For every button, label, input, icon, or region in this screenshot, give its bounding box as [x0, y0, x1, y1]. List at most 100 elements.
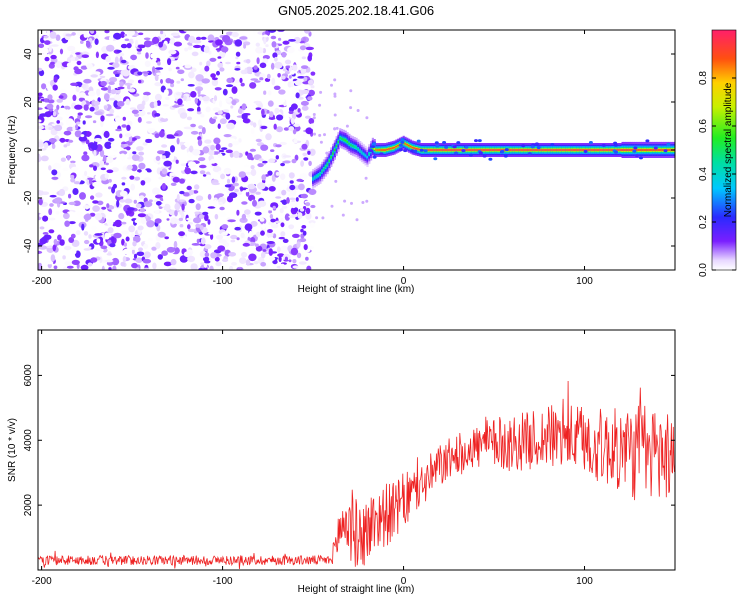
spectrogram-signal-cell	[373, 147, 376, 150]
spectrogram-noise-cell	[38, 189, 44, 196]
spectrogram-noise-cell	[200, 113, 205, 118]
spectrogram-noise-cell	[231, 86, 238, 94]
spectrogram-noise-cell	[301, 65, 309, 69]
spectrogram-signal-cell	[413, 147, 416, 149]
spectrogram-signal-cell	[434, 141, 439, 145]
spectrogram-noise-cell	[154, 210, 160, 214]
spectrogram-signal-cell	[599, 149, 602, 151]
spectrogram-noise-cell	[88, 234, 92, 239]
spectrogram-noise-cell	[293, 123, 300, 128]
spectrogram-noise-cell	[308, 220, 316, 224]
spectrogram-noise-cell	[288, 126, 295, 132]
spectrogram-noise-cell	[296, 132, 301, 139]
spectrogram-noise-cell	[299, 45, 307, 51]
spectrogram-noise-cell	[220, 173, 226, 180]
spectrogram-noise-cell	[123, 86, 127, 91]
spectrogram-noise-cell	[195, 203, 201, 211]
spectrogram-noise-cell	[162, 114, 168, 119]
spectrogram-noise-cell	[204, 65, 210, 72]
spectrogram-noise-cell	[219, 206, 225, 211]
spectrogram-noise-cell	[82, 205, 91, 209]
spectrogram-signal-cell	[494, 149, 497, 151]
spectrogram-noise-cell	[104, 259, 114, 263]
spectrogram-noise-cell	[70, 174, 75, 179]
spectrogram-signal-cell	[449, 149, 452, 151]
spectrogram-noise-cell	[152, 66, 156, 74]
spectrogram-noise-cell	[132, 151, 137, 155]
spectrogram-noise-cell	[293, 138, 298, 144]
spectrogram-signal-cell	[648, 149, 651, 151]
spectrogram-noise-cell	[137, 116, 142, 123]
spectrogram-noise-cell	[122, 116, 127, 121]
spectrogram-noise-cell	[136, 146, 144, 151]
spectrogram-noise-cell	[138, 162, 146, 170]
spectrogram-noise-cell	[190, 170, 198, 175]
spectrogram-noise-cell	[110, 89, 117, 95]
spectrogram-noise-cell	[264, 264, 269, 270]
spectrogram-noise-cell	[281, 205, 288, 209]
spectrogram-noise-cell	[56, 98, 63, 103]
spectrogram-noise-cell	[290, 117, 295, 125]
spectrogram-signal-cell	[388, 148, 391, 150]
spectrogram-noise-cell	[275, 144, 282, 148]
spectrogram-noise-cell	[321, 216, 325, 220]
spectrogram-noise-cell	[120, 230, 129, 235]
spectrogram-noise-cell	[300, 100, 309, 106]
spectrogram-noise-cell	[138, 122, 143, 127]
spectrogram-signal-cell	[516, 149, 519, 151]
spectrogram-noise-cell	[38, 250, 43, 254]
spectrogram-noise-cell	[280, 75, 286, 80]
spectrogram-noise-cell	[299, 238, 307, 243]
spectrogram-noise-cell	[222, 242, 230, 248]
spectrogram-noise-cell	[115, 73, 120, 77]
spectrogram-noise-cell	[80, 40, 84, 44]
spectrogram-signal-cell	[536, 149, 539, 151]
spectrogram-noise-cell	[204, 252, 210, 258]
spectrogram-noise-cell	[159, 130, 165, 138]
spectrogram-noise-cell	[158, 176, 164, 180]
spectrogram-noise-cell	[312, 116, 316, 120]
snr-xtick-label: 100	[576, 576, 593, 587]
spectrogram-signal-cell	[447, 149, 450, 151]
snr-axes: -200 -100 0 100 2000 4000 6000	[23, 330, 675, 587]
spectrogram-noise-cell	[99, 248, 104, 252]
spectrogram-noise-cell	[38, 43, 45, 49]
spectrogram-signal-cell	[500, 149, 503, 151]
spectrogram-noise-cell	[225, 235, 230, 242]
spectrogram-noise-cell	[63, 212, 70, 220]
spectrogram-noise-cell	[198, 96, 203, 101]
spectrogram-noise-cell	[256, 57, 260, 65]
spectrogram-noise-cell	[335, 126, 339, 130]
spectrogram-noise-cell	[97, 200, 104, 206]
spectrogram-noise-cell	[62, 167, 69, 171]
spectrogram-noise-cell	[92, 200, 99, 204]
spectrogram-noise-cell	[305, 256, 309, 261]
spectrogram-noise-cell	[255, 46, 264, 54]
spectrogram-noise-cell	[51, 176, 59, 180]
spectrogram-noise-cell	[291, 64, 298, 72]
spectrogram-noise-cell	[227, 219, 236, 223]
spectrogram-signal-cell	[502, 149, 505, 151]
spectrogram-noise-cell	[270, 218, 276, 223]
spectrogram-noise-cell	[100, 120, 104, 128]
spectrogram-noise-cell	[66, 155, 71, 161]
spectrogram-noise-cell	[125, 236, 130, 242]
spectrogram-noise-cell	[74, 130, 82, 138]
spectrogram-noise-cell	[67, 45, 76, 52]
spectrogram-signal-cell	[525, 149, 528, 151]
spectrogram-noise-cell	[245, 59, 251, 64]
spectrogram-noise-cell	[49, 203, 54, 207]
spectrogram-noise-cell	[122, 248, 131, 255]
spectrogram-noise-cell	[268, 158, 276, 163]
spectrogram-noise-cell	[115, 128, 122, 132]
spectrogram-noise-cell	[63, 266, 68, 270]
spectrogram-noise-cell	[288, 224, 295, 230]
spectrogram-noise-cell	[251, 179, 256, 185]
spectrogram-noise-cell	[87, 246, 92, 249]
spectrogram-noise-cell	[177, 69, 185, 75]
spectrogram-noise-cell	[260, 230, 265, 236]
spectrogram-noise-cell	[267, 30, 277, 33]
spectrogram-signal-cell	[482, 154, 487, 158]
spectrogram-noise-cell	[288, 75, 292, 79]
spectrogram-noise-cell	[128, 38, 134, 45]
